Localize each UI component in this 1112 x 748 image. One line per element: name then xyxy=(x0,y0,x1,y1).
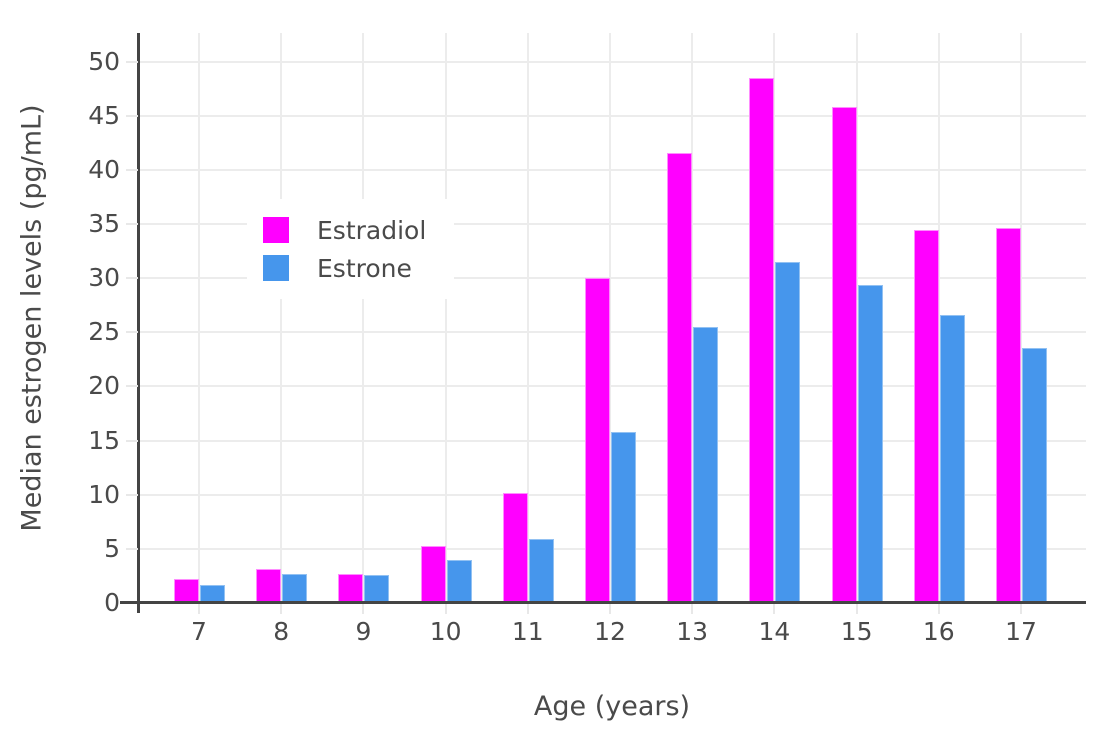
gridline-y-20 xyxy=(138,385,1086,388)
y-tick-mark-30 xyxy=(126,277,138,280)
x-tick-label-15: 15 xyxy=(840,617,873,646)
gridline-x-12 xyxy=(609,33,611,603)
legend-item-estrone[interactable]: Estrone xyxy=(263,249,426,287)
x-tick-mark-17 xyxy=(1020,604,1022,614)
bar-estrone-age-12 xyxy=(611,431,636,603)
x-tick-label-8: 8 xyxy=(273,617,290,646)
bar-estrone-age-15 xyxy=(857,284,883,603)
gridline-x-13 xyxy=(691,33,694,603)
legend-swatch-estrone xyxy=(263,255,289,281)
legend-label-estradiol: Estradiol xyxy=(317,215,427,245)
bar-estradiol-age-7 xyxy=(174,579,199,603)
y-tick-mark-40 xyxy=(126,168,138,171)
gridline-x-15 xyxy=(855,33,858,603)
bar-estrone-age-10 xyxy=(446,559,472,603)
y-tick-label-0: 0 xyxy=(104,588,120,617)
y-axis-line xyxy=(137,33,140,613)
x-tick-label-9: 9 xyxy=(355,617,372,646)
gridline-x-10 xyxy=(444,33,447,603)
x-tick-mark-7 xyxy=(198,604,200,614)
gridline-x-9 xyxy=(362,33,365,603)
y-tick-label-45: 45 xyxy=(88,100,120,130)
y-axis-title: Median estrogen levels (pg/mL) xyxy=(16,104,48,532)
y-tick-mark-45 xyxy=(126,114,138,117)
y-tick-label-30: 30 xyxy=(88,263,120,293)
gridline-y-45 xyxy=(138,114,1086,117)
x-tick-mark-12 xyxy=(609,604,611,614)
bar-estrone-age-13 xyxy=(693,326,719,603)
gridline-y-50 xyxy=(138,60,1086,63)
x-tick-mark-9 xyxy=(362,604,365,614)
gridline-x-11 xyxy=(526,33,529,603)
gridline-y-40 xyxy=(138,168,1086,171)
plot-area xyxy=(138,33,1086,603)
legend: Estradiol Estrone xyxy=(247,199,455,299)
x-tick-mark-15 xyxy=(855,604,858,614)
x-tick-label-10: 10 xyxy=(429,617,462,646)
y-tick-label-25: 25 xyxy=(88,317,120,347)
y-tick-label-10: 10 xyxy=(88,479,120,509)
x-tick-label-11: 11 xyxy=(511,617,544,646)
bar-estrone-age-9 xyxy=(364,574,390,603)
x-tick-mark-11 xyxy=(526,604,529,614)
y-tick-mark-5 xyxy=(126,547,138,550)
bar-estradiol-age-9 xyxy=(338,573,364,603)
x-tick-label-7: 7 xyxy=(191,617,207,646)
y-tick-mark-35 xyxy=(126,223,138,226)
bar-estradiol-age-10 xyxy=(420,545,446,603)
legend-swatch-estradiol xyxy=(263,217,289,243)
bar-estrone-age-8 xyxy=(282,573,308,603)
bar-estrone-age-11 xyxy=(528,539,554,603)
gridline-y-25 xyxy=(138,331,1086,334)
x-tick-mark-14 xyxy=(773,604,776,614)
x-tick-label-13: 13 xyxy=(676,617,709,646)
x-tick-mark-8 xyxy=(280,604,283,614)
x-tick-mark-16 xyxy=(937,604,940,614)
bar-estrone-age-7 xyxy=(200,584,225,603)
legend-label-estrone: Estrone xyxy=(317,253,412,283)
bar-estradiol-age-17 xyxy=(996,228,1021,603)
bar-estradiol-age-8 xyxy=(256,569,282,603)
x-axis-title: Age (years) xyxy=(533,691,691,722)
y-tick-label-50: 50 xyxy=(88,46,120,76)
x-tick-mark-13 xyxy=(691,604,694,614)
bar-estrone-age-17 xyxy=(1022,347,1047,603)
gridline-x-7 xyxy=(198,33,200,603)
bar-estradiol-age-13 xyxy=(667,152,693,603)
x-axis-line xyxy=(120,601,1086,604)
x-tick-mark-10 xyxy=(444,604,447,614)
gridline-x-14 xyxy=(773,33,776,603)
gridline-x-17 xyxy=(1020,33,1022,603)
x-tick-label-17: 17 xyxy=(1005,617,1037,646)
y-tick-label-35: 35 xyxy=(88,209,120,239)
y-tick-label-15: 15 xyxy=(88,425,120,455)
gridline-x-16 xyxy=(937,33,940,603)
y-tick-label-5: 5 xyxy=(104,533,120,563)
bar-estradiol-age-14 xyxy=(749,77,775,603)
y-tick-mark-15 xyxy=(126,439,138,442)
bar-estradiol-age-11 xyxy=(502,492,528,603)
legend-item-estradiol[interactable]: Estradiol xyxy=(263,211,426,249)
x-tick-label-12: 12 xyxy=(594,617,626,646)
y-tick-label-40: 40 xyxy=(88,154,120,184)
gridline-y-30 xyxy=(138,277,1086,280)
bar-estrone-age-16 xyxy=(939,315,965,603)
y-tick-mark-25 xyxy=(126,331,138,334)
gridline-x-8 xyxy=(280,33,283,603)
y-tick-label-20: 20 xyxy=(88,371,120,401)
y-tick-mark-10 xyxy=(126,493,138,496)
gridline-y-35 xyxy=(138,223,1086,226)
bar-estradiol-age-12 xyxy=(585,278,610,603)
x-tick-label-16: 16 xyxy=(922,617,955,646)
y-tick-mark-50 xyxy=(126,60,138,63)
bar-estrone-age-14 xyxy=(775,262,801,603)
y-tick-mark-20 xyxy=(126,385,138,388)
bar-estradiol-age-16 xyxy=(913,229,939,603)
bar-estradiol-age-15 xyxy=(831,107,857,603)
x-tick-label-14: 14 xyxy=(758,617,791,646)
